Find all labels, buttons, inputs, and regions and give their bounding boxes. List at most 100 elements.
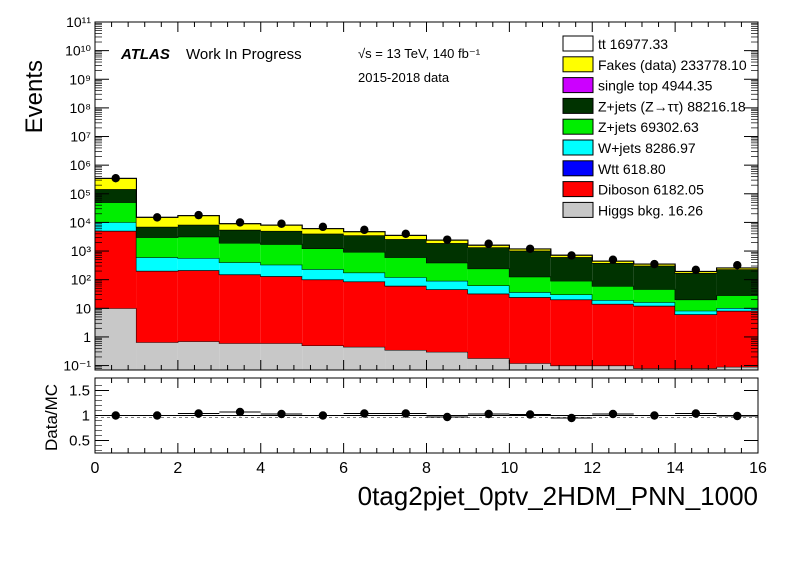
bar-diboson-bin-11 <box>550 299 593 366</box>
bar-zjets_tautau-bin-3 <box>219 229 261 244</box>
bar-higgs-bin-2 <box>177 341 220 370</box>
bar-diboson-bin-10 <box>509 297 551 364</box>
bar-diboson-bin-3 <box>219 274 261 344</box>
legend-item-fakes: Fakes (data) 233778.10 <box>562 56 747 73</box>
legend-label: single top 4944.35 <box>598 78 713 94</box>
bar-zjets-bin-10 <box>509 276 551 293</box>
data-point-8 <box>443 235 452 244</box>
data-point-2 <box>194 210 203 220</box>
bar-diboson-bin-0 <box>95 231 137 309</box>
bar-diboson-bin-15 <box>716 310 758 367</box>
data-point-10 <box>525 244 535 253</box>
main-panel: 10⁻¹11010²10³10⁴10⁵10⁶10⁷10⁸10⁹10¹⁰10¹¹ … <box>21 14 759 374</box>
bar-higgs-bin-5 <box>302 345 344 370</box>
legend-swatch <box>562 160 594 177</box>
x-tick-label: 2 <box>173 460 182 477</box>
ratio-point-8 <box>443 412 452 422</box>
ratio-y-tick-label: 1.5 <box>69 383 90 400</box>
y-tick-label: 10² <box>71 272 92 288</box>
outline-ttbar <box>95 177 758 272</box>
bar-higgs-bin-3 <box>219 343 261 370</box>
series-zjets_tautau <box>95 188 758 300</box>
bar-fakes-bin-5 <box>302 228 344 234</box>
bar-diboson-bin-14 <box>675 314 717 369</box>
bar-zjets-bin-13 <box>633 289 676 303</box>
ratio-point-2 <box>194 409 203 418</box>
bar-wjets-bin-15 <box>716 308 758 311</box>
bar-diboson-bin-8 <box>426 289 468 352</box>
atlas-label: ATLAS <box>120 46 170 63</box>
legend-label: Diboson 6182.05 <box>598 182 704 198</box>
bar-higgs-bin-12 <box>592 365 634 370</box>
bar-higgs-bin-10 <box>509 363 551 370</box>
bar-wjets-bin-6 <box>343 272 386 282</box>
ratio-y-tick-label: 1 <box>82 408 90 425</box>
x-tick-label: 14 <box>666 460 684 477</box>
main-y-ticks: 10⁻¹ 1 10 10² 10³ 10⁴ 10⁵ 10⁶ 10⁷ 10⁸ 10⁹ 10¹⁰ 10¹¹ <box>63 14 758 374</box>
x-tick-label: 16 <box>749 460 767 477</box>
bar-zjets-bin-7 <box>385 257 427 278</box>
y-tick-label: 10⁸ <box>70 100 92 116</box>
ratio-y-ticks: 0.5 1 1.5 <box>69 383 758 451</box>
ratio-y-tick-label: 0.5 <box>69 433 90 450</box>
ratio-point-9 <box>484 409 493 419</box>
bar-wjets-bin-1 <box>136 257 178 271</box>
ratio-point-0 <box>111 411 120 420</box>
legend: tt 16977.33 Fakes (data) 233778.10 single … <box>562 35 747 218</box>
dataset-label: 2015-2018 data <box>358 70 450 85</box>
bar-higgs-bin-4 <box>260 343 303 370</box>
bar-zjets_tautau-bin-5 <box>302 233 344 249</box>
atlas-sublabel: Work In Progress <box>186 46 302 63</box>
bar-fakes-bin-0 <box>95 178 137 190</box>
data-point-14 <box>691 265 701 275</box>
data-points <box>111 174 742 275</box>
bar-diboson-bin-5 <box>302 279 344 346</box>
data-point-11 <box>567 251 576 260</box>
bar-higgs-bin-11 <box>550 365 593 370</box>
ratio-points <box>95 407 758 423</box>
bar-zjets-bin-12 <box>592 286 634 301</box>
ratio-point-6 <box>360 409 369 418</box>
x-axis-label: 0tag2pjet_0ptv_2HDM_PNN_1000 <box>358 481 758 511</box>
y-tick-label: 10 <box>75 300 91 316</box>
bar-diboson-bin-6 <box>343 281 386 347</box>
data-point-5 <box>318 222 328 232</box>
data-point-12 <box>608 255 618 264</box>
ratio-point-14 <box>691 409 701 418</box>
x-tick-label: 8 <box>422 460 431 477</box>
bar-higgs-bin-7 <box>385 349 427 370</box>
y-tick-label: 10⁴ <box>69 214 91 230</box>
bar-diboson-bin-1 <box>136 271 178 343</box>
bar-wjets-bin-8 <box>426 280 468 290</box>
bar-wjets-bin-12 <box>592 300 634 304</box>
legend-item-diboson: Diboson 6182.05 <box>562 181 704 198</box>
y-tick-label: 10⁻¹ <box>63 358 91 374</box>
legend-swatch <box>562 201 594 218</box>
y-tick-label: 10³ <box>71 243 92 259</box>
bar-zjets-bin-1 <box>136 237 178 258</box>
bar-fakes-bin-4 <box>260 225 303 231</box>
bar-zjets-bin-4 <box>260 244 303 265</box>
bar-wjets-bin-13 <box>633 302 676 306</box>
bar-wjets-bin-3 <box>219 262 261 275</box>
series-zjets <box>95 201 758 311</box>
y-axis-label: Events <box>21 60 48 133</box>
legend-label: Z+jets 69302.63 <box>598 119 699 135</box>
legend-swatch <box>562 139 594 156</box>
legend-item-singletop: single top 4944.35 <box>562 77 713 94</box>
data-point-3 <box>235 218 245 227</box>
bar-higgs-bin-1 <box>136 342 178 370</box>
bar-fakes-bin-2 <box>177 215 220 225</box>
bar-higgs-bin-9 <box>467 358 510 370</box>
bar-higgs-bin-6 <box>343 346 386 370</box>
legend-swatch <box>562 118 594 135</box>
data-point-0 <box>111 174 120 183</box>
data-point-1 <box>152 213 162 222</box>
series-diboson <box>95 230 758 369</box>
y-tick-label: 10⁶ <box>70 157 91 173</box>
ratio-point-10 <box>525 410 535 419</box>
data-point-13 <box>650 259 659 269</box>
legend-label: W+jets 8286.97 <box>598 140 696 156</box>
bar-zjets_tautau-bin-13 <box>633 265 676 290</box>
